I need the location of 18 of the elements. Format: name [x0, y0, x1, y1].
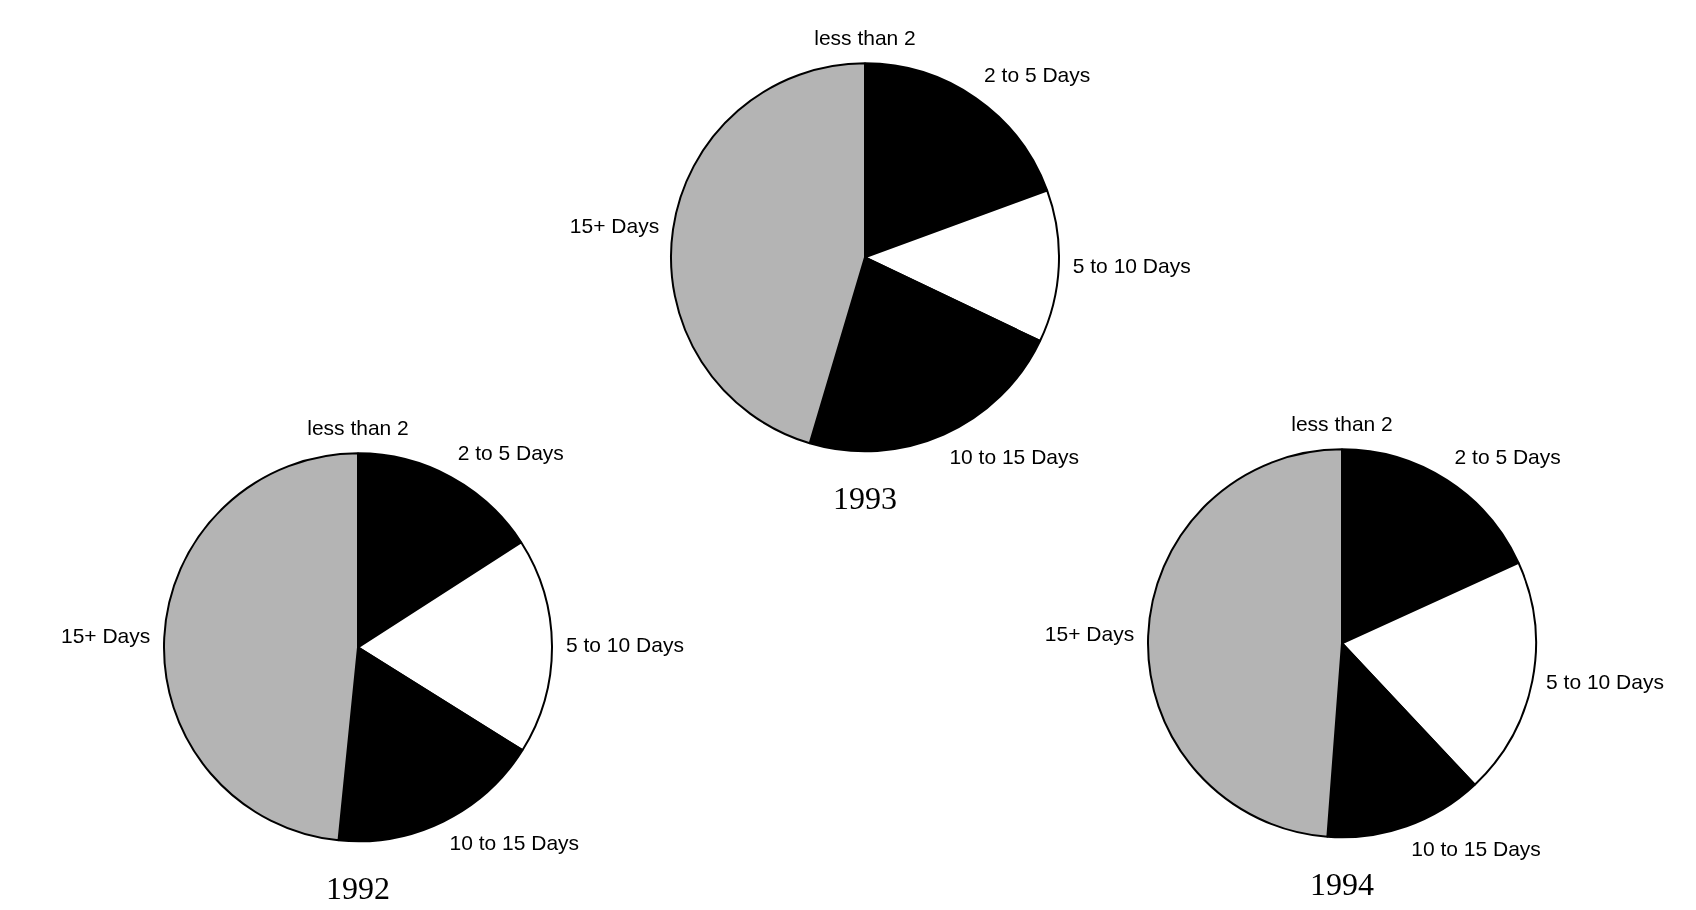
- slice-label: 2 to 5 Days: [1454, 444, 1561, 468]
- slice-label: 2 to 5 Days: [457, 441, 564, 465]
- text: 1994: [1310, 866, 1374, 903]
- slice-label: 5 to 10 Days: [1072, 253, 1191, 277]
- slice-label: 2 to 5 Days: [984, 63, 1091, 87]
- category-label: less than 2: [814, 25, 916, 49]
- category-label: less than 2: [1291, 411, 1393, 435]
- slice-label: 15+ Days: [1044, 622, 1135, 646]
- category-label: less than 2: [307, 415, 409, 439]
- slice-label: 10 to 15 Days: [949, 444, 1079, 468]
- slice-label: 10 to 15 Days: [449, 831, 580, 855]
- text: 1993: [833, 480, 897, 517]
- slice-label: 15+ Days: [569, 214, 660, 238]
- slice-label: 10 to 15 Days: [1411, 836, 1541, 860]
- slice-label: 5 to 10 Days: [566, 632, 684, 656]
- slice-label: 5 to 10 Days: [1546, 670, 1664, 694]
- slice-label: 15+ Days: [60, 623, 151, 647]
- text: 1992: [326, 870, 390, 907]
